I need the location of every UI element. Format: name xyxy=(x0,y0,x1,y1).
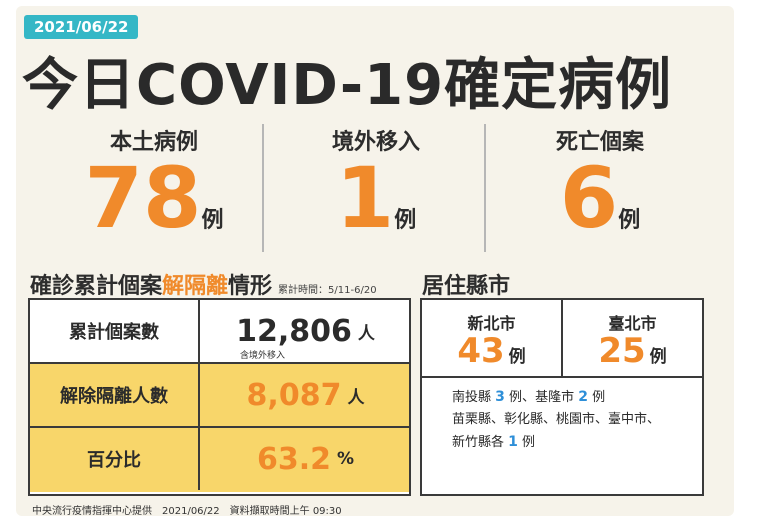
other-cities-line: 南投縣 3 例、基隆市 2 例 xyxy=(452,386,660,409)
footer-source: 中央流行疫情指揮中心提供 2021/06/22 資料擷取時間上午 09:30 xyxy=(32,506,342,517)
row-value: 8,087 人 xyxy=(202,364,409,426)
residence-box: 新北市 43 例 臺北市 25 例 南投縣 3 例、基隆市 2 例 苗栗縣、彰化縣、… xyxy=(420,298,704,496)
table-row: 百分比 63.2% xyxy=(30,428,409,492)
row-label: 累計個案數 xyxy=(30,300,200,362)
row-value: 12,806 人 xyxy=(202,300,409,362)
stat-value: 78 xyxy=(84,149,202,247)
county-count: 3 xyxy=(495,389,505,405)
other-cities-line: 新竹縣各 1 例 xyxy=(452,431,660,454)
residence-section-title: 居住縣市 xyxy=(422,274,511,299)
title-highlight: 解隔離 xyxy=(162,274,229,299)
county-name: 新竹縣各 xyxy=(452,435,505,450)
stat-deaths: 死亡個案 6例 xyxy=(490,124,710,240)
period-note: 累計時間：5/11-6/20 xyxy=(278,285,377,296)
cumulative-section-title: 確診累計個案解隔離情形 累計時間：5/11-6/20 xyxy=(30,268,377,300)
table-row: 累計個案數 12,806 人 含境外移入 xyxy=(30,300,409,364)
divider xyxy=(484,124,486,252)
value-unit: 人 xyxy=(347,387,365,408)
value-number: 8,087 xyxy=(246,377,342,413)
stat-label: 本土病例 xyxy=(109,130,198,155)
stat-local-cases: 本土病例 78例 xyxy=(44,124,264,240)
row-note: 含境外移入 xyxy=(240,351,286,361)
title-text: 情形 xyxy=(228,274,273,299)
city-taipei: 臺北市 25 例 xyxy=(563,300,702,376)
title-text: 確診累計個案 xyxy=(30,274,163,299)
value-number: 63.2 xyxy=(256,441,331,477)
other-cities: 南投縣 3 例、基隆市 2 例 苗栗縣、彰化縣、桃園市、臺中市、 新竹縣各 1 … xyxy=(452,386,660,454)
county-count: 1 xyxy=(508,434,518,450)
city-new-taipei: 新北市 43 例 xyxy=(422,300,561,376)
cumulative-table: 累計個案數 12,806 人 含境外移入 解除隔離人數 8,087 人 百分比 63… xyxy=(28,298,411,496)
divider xyxy=(561,300,563,376)
city-value: 25 xyxy=(598,331,646,371)
row-label: 解除隔離人數 xyxy=(30,364,200,426)
stat-unit: 例 xyxy=(394,208,417,233)
value-unit: % xyxy=(336,449,355,469)
table-row: 解除隔離人數 8,087 人 xyxy=(30,364,409,428)
stat-value: 1 xyxy=(335,149,395,247)
stat-unit: 例 xyxy=(201,208,224,233)
top-cities: 新北市 43 例 臺北市 25 例 xyxy=(422,300,702,378)
count-unit: 例、 xyxy=(509,390,536,405)
count-unit: 例 xyxy=(592,390,606,405)
county-name: 基隆市 xyxy=(535,390,575,405)
other-cities-line: 苗栗縣、彰化縣、桃園市、臺中市、 xyxy=(452,412,661,427)
value-number: 12,806 xyxy=(236,313,352,349)
divider xyxy=(262,124,264,252)
count-unit: 例 xyxy=(522,435,536,450)
value-unit: 人 xyxy=(357,323,375,344)
county-name: 南投縣 xyxy=(452,390,492,405)
stat-imported-cases: 境外移入 1例 xyxy=(266,124,486,240)
county-count: 2 xyxy=(578,389,588,405)
city-unit: 例 xyxy=(508,347,526,367)
city-name: 臺北市 xyxy=(608,314,657,333)
row-value: 63.2% xyxy=(202,428,409,490)
stat-unit: 例 xyxy=(618,208,641,233)
date-badge: 2021/06/22 xyxy=(24,15,139,39)
city-name: 新北市 xyxy=(467,314,516,333)
row-label: 百分比 xyxy=(30,428,200,490)
city-value: 43 xyxy=(457,331,505,371)
stat-label: 境外移入 xyxy=(331,130,420,155)
stat-label: 死亡個案 xyxy=(555,130,644,155)
page-title: 今日COVID-19確定病例 xyxy=(22,53,673,118)
stat-value: 6 xyxy=(559,149,619,247)
city-unit: 例 xyxy=(649,347,667,367)
